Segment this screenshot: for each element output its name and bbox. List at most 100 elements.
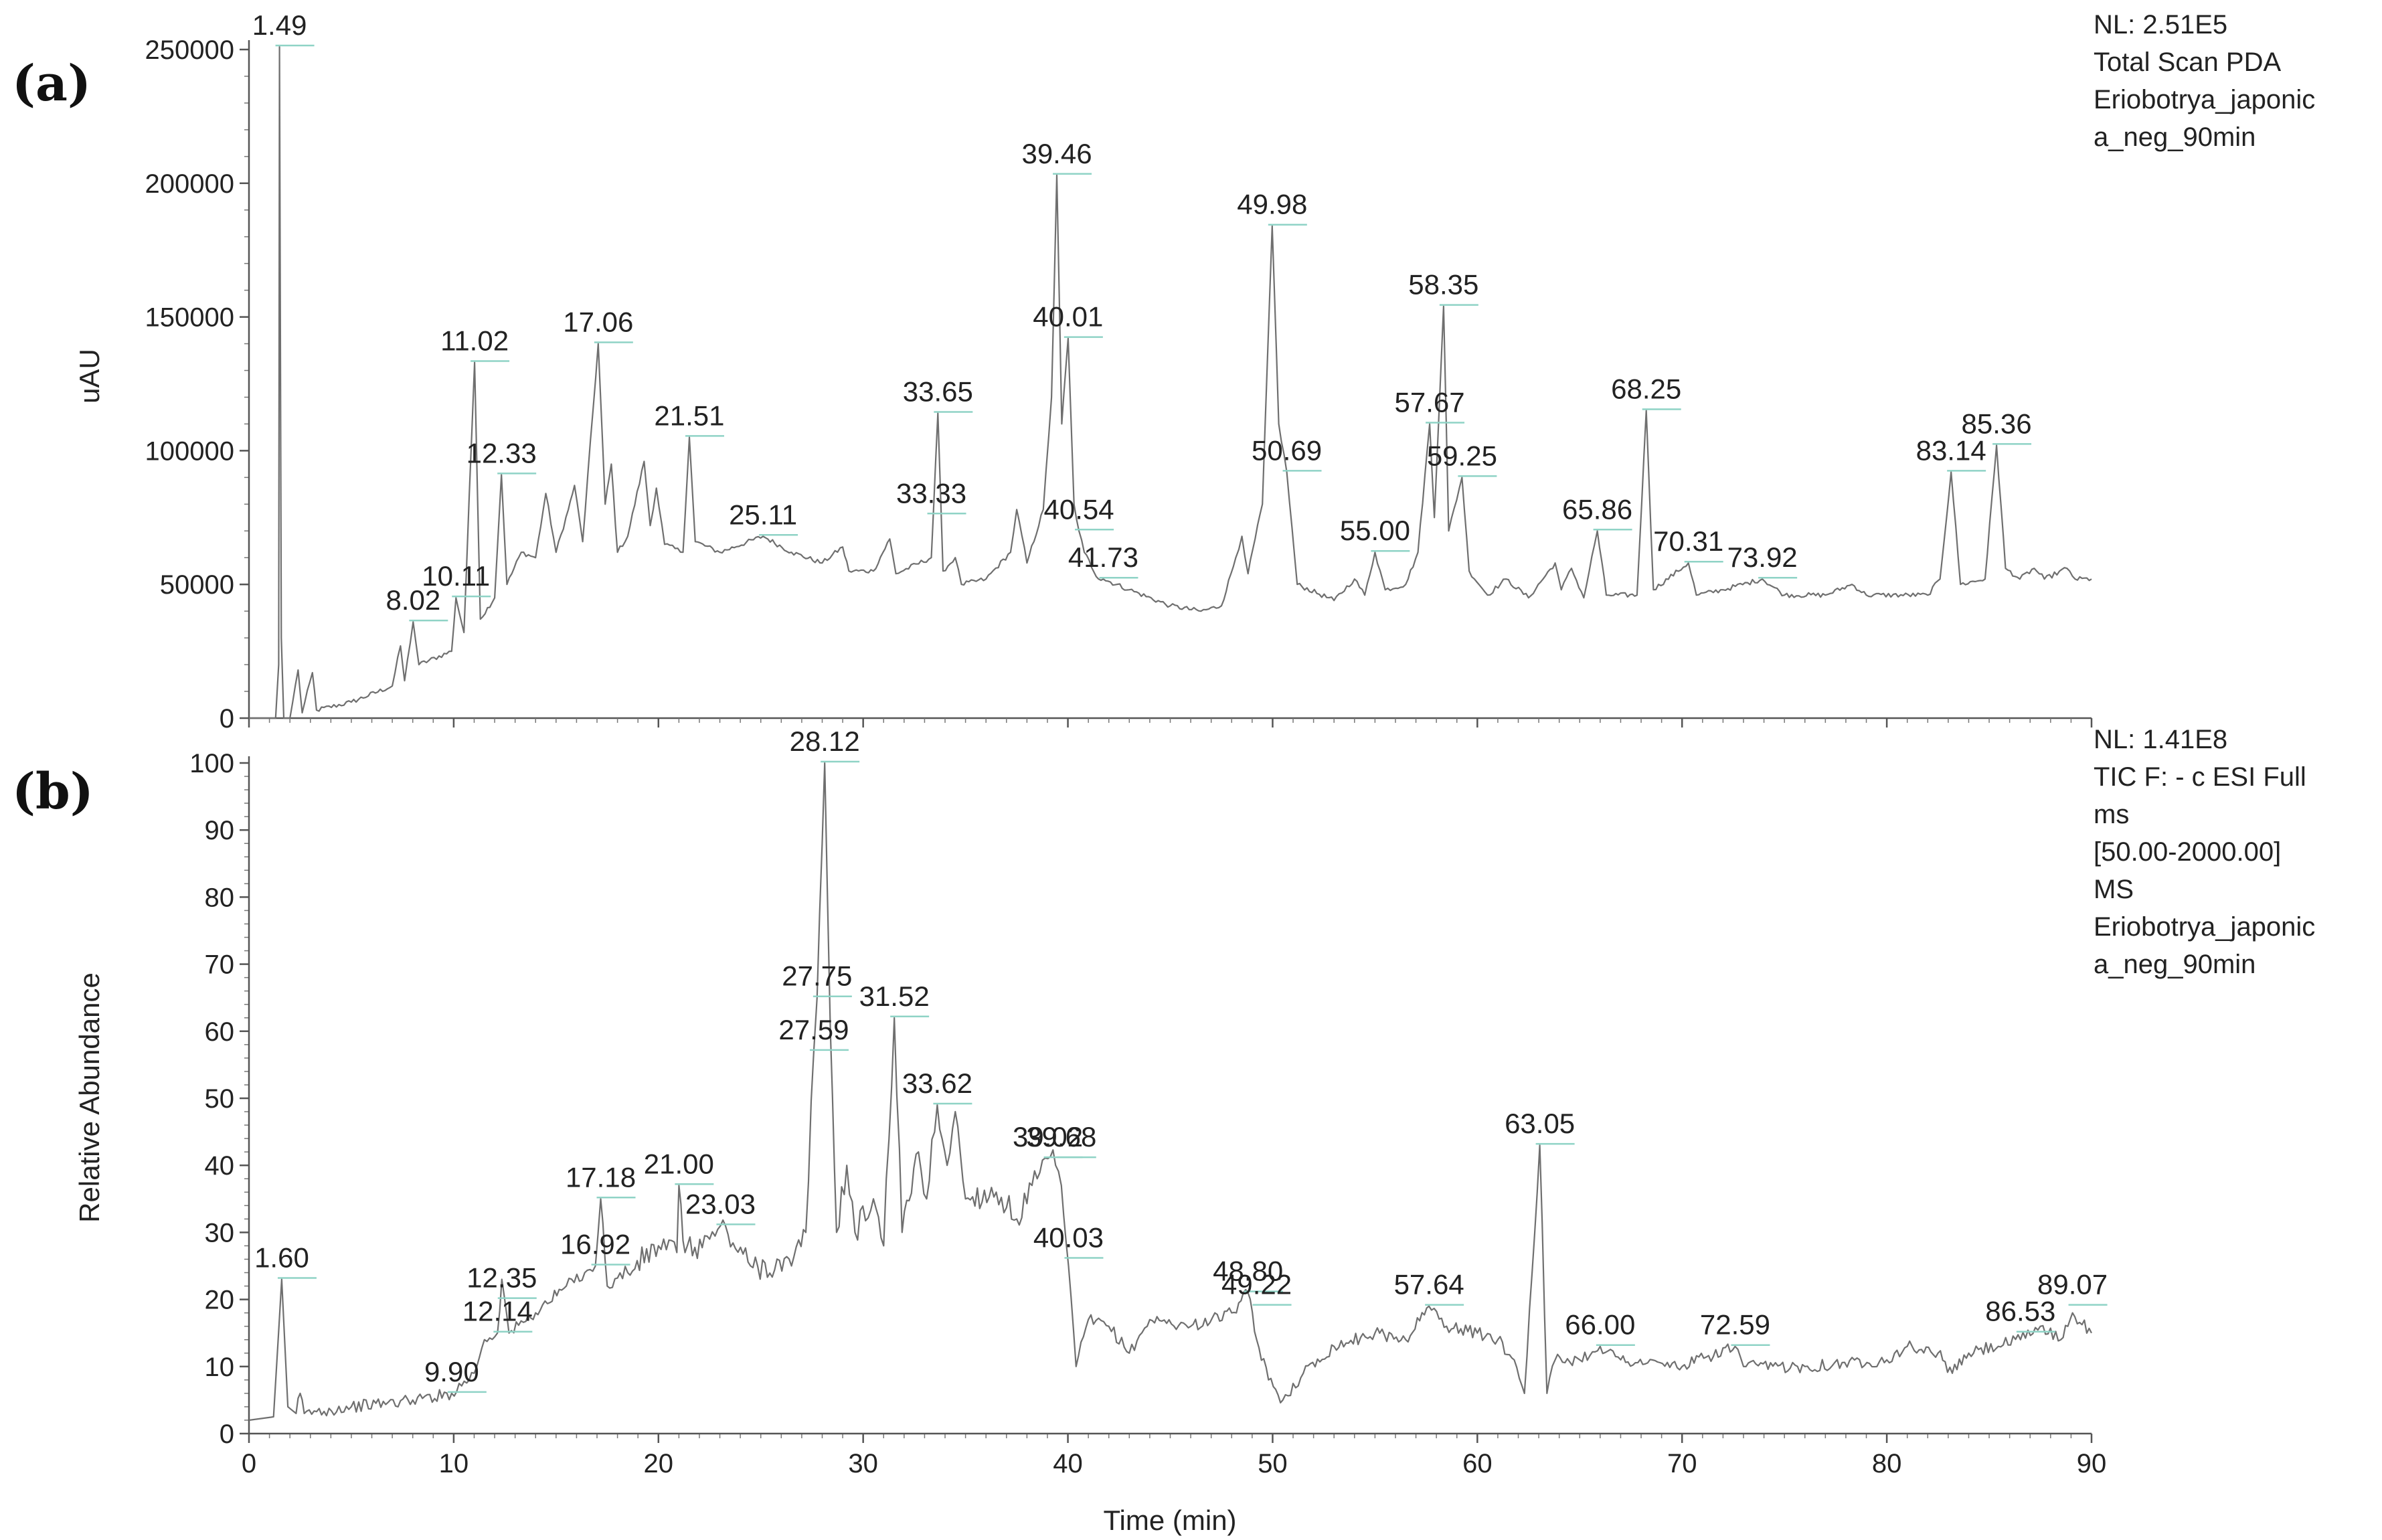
peak-label: 12.35 <box>466 1262 537 1294</box>
panel-a-y-axis: 0 50000 100000 150000 200000 250000 <box>145 35 249 734</box>
y-tick-label: 250000 <box>145 35 234 65</box>
panel-b-info-line: Eriobotrya_japonic <box>2094 912 2315 942</box>
peak-label: 73.92 <box>1727 541 1798 573</box>
panel-b-x-axis: 0 10 20 30 40 50 60 70 80 90 <box>242 1434 2106 1478</box>
peak-label: 63.05 <box>1505 1108 1575 1139</box>
panel-a-info-line: NL: 2.51E5 <box>2094 10 2227 39</box>
peak-label: 40.54 <box>1044 493 1114 525</box>
peak-label: 85.36 <box>1962 408 2032 439</box>
y-tick-label: 150000 <box>145 303 234 333</box>
peak-label: 1.60 <box>254 1242 309 1274</box>
panel-b-info-line: NL: 1.41E8 <box>2094 725 2227 754</box>
panel-a-y-axis-title: uAU <box>74 349 105 404</box>
peak-label: 83.14 <box>1916 434 1986 466</box>
x-tick-label: 80 <box>1872 1449 1902 1478</box>
peak-label: 49.22 <box>1221 1269 1292 1300</box>
peak-label: 89.07 <box>2037 1269 2108 1300</box>
panel-a-tag: (a) <box>12 55 91 112</box>
peak-label: 21.51 <box>654 400 724 431</box>
peak-label: 33.65 <box>903 375 973 407</box>
y-tick-label: 0 <box>220 704 234 734</box>
y-tick-label: 50000 <box>160 570 234 600</box>
panel-b-info-line: TIC F: - c ESI Full <box>2094 762 2306 792</box>
peak-label: 27.59 <box>778 1014 849 1045</box>
x-tick-label: 50 <box>1258 1449 1288 1478</box>
peak-label: 40.01 <box>1033 301 1103 333</box>
peak-label: 50.69 <box>1252 434 1322 466</box>
y-tick-label: 90 <box>205 816 235 845</box>
peak-label: 65.86 <box>1562 493 1632 525</box>
peak-label: 9.90 <box>424 1356 479 1387</box>
peak-label: 17.06 <box>563 307 633 338</box>
x-tick-label: 0 <box>242 1449 256 1478</box>
chromatogram-trace <box>249 46 2092 719</box>
peak-label: 66.00 <box>1565 1309 1635 1341</box>
peak-label: 25.11 <box>729 499 797 530</box>
panel-b-y-axis: 0 10 20 30 40 50 60 70 80 90 100 <box>189 749 249 1449</box>
peak-label: 17.18 <box>566 1161 636 1193</box>
y-tick-label: 30 <box>205 1218 235 1248</box>
peak-label: 48.80 <box>1213 1256 1283 1287</box>
peak-label: 12.33 <box>466 437 537 468</box>
y-tick-label: 80 <box>205 883 235 912</box>
peak-label: 28.12 <box>790 725 860 757</box>
peak-label: 68.25 <box>1611 373 1681 404</box>
panel-b-info-line: ms <box>2094 800 2129 829</box>
peak-label: 10.11 <box>422 560 490 592</box>
peak-label: 23.03 <box>685 1188 756 1219</box>
peak-label: 49.98 <box>1237 189 1307 220</box>
peak-label: 39.02 <box>1013 1121 1083 1152</box>
peak-label: 59.25 <box>1427 440 1497 471</box>
peak-label: 31.52 <box>859 980 930 1012</box>
y-tick-label: 20 <box>205 1286 235 1315</box>
x-tick-label: 90 <box>2077 1449 2107 1478</box>
peak-label: 57.64 <box>1394 1269 1464 1300</box>
panel-b-trace <box>248 762 2092 1422</box>
x-tick-label: 20 <box>644 1449 674 1478</box>
x-tick-label: 40 <box>1053 1449 1083 1478</box>
panel-a-trace <box>249 46 2092 719</box>
panel-b-info-line: [50.00-2000.00] <box>2094 837 2281 867</box>
panel-b-info-line: a_neg_90min <box>2094 950 2256 979</box>
panel-a-info-box: NL: 2.51E5 Total Scan PDA Eriobotrya_jap… <box>2094 10 2315 152</box>
panel-b-x-axis-title: Time (min) <box>1103 1505 1236 1536</box>
peak-label: 40.03 <box>1033 1221 1104 1253</box>
y-tick-label: 100 <box>189 749 234 778</box>
panel-b-info-box: NL: 1.41E8 TIC F: - c ESI Full ms [50.00… <box>2094 725 2315 979</box>
y-tick-label: 50 <box>205 1084 235 1114</box>
peak-label: 1.49 <box>252 9 307 41</box>
peak-label: 72.59 <box>1700 1309 1770 1341</box>
y-tick-label: 70 <box>205 950 235 980</box>
panel-a-info-line: Eriobotrya_japonic <box>2094 85 2315 114</box>
peak-label: 86.53 <box>1985 1296 2055 1327</box>
y-tick-label: 100000 <box>145 436 234 466</box>
y-tick-label: 10 <box>205 1353 235 1382</box>
panel-b-axes <box>248 756 2092 1435</box>
panel-a-axes <box>248 40 2093 728</box>
peak-label: 39.46 <box>1021 138 1092 169</box>
peak-label: 55.00 <box>1340 515 1410 546</box>
y-tick-label: 200000 <box>145 169 234 199</box>
panel-a-pda-chromatogram: (a) uAU 0 50000 100000 150000 200000 250000 1… <box>12 9 2315 734</box>
peak-label: 39.68 <box>1026 1121 1096 1152</box>
chromatogram-trace <box>248 762 2092 1422</box>
x-tick-label: 10 <box>439 1449 469 1478</box>
peak-label: 57.67 <box>1395 386 1465 418</box>
x-tick-label: 70 <box>1667 1449 1697 1478</box>
peak-label: 11.02 <box>440 325 509 357</box>
peak-label: 12.14 <box>462 1296 533 1327</box>
peak-label: 16.92 <box>560 1229 630 1260</box>
panel-b-y-axis-title: Relative Abundance <box>74 972 105 1223</box>
panel-b-tic-chromatogram: (b) Relative Abundance 0 10 20 30 40 50 60 70 80… <box>12 725 2315 1536</box>
panel-b-tag: (b) <box>12 763 94 821</box>
y-tick-label: 40 <box>205 1151 235 1181</box>
panel-b-info-line: MS <box>2094 875 2134 904</box>
peak-label: 58.35 <box>1408 269 1478 301</box>
peak-label: 41.73 <box>1068 541 1138 573</box>
y-tick-label: 60 <box>205 1017 235 1047</box>
peak-label: 70.31 <box>1653 525 1723 557</box>
panel-a-info-line: a_neg_90min <box>2094 122 2256 152</box>
